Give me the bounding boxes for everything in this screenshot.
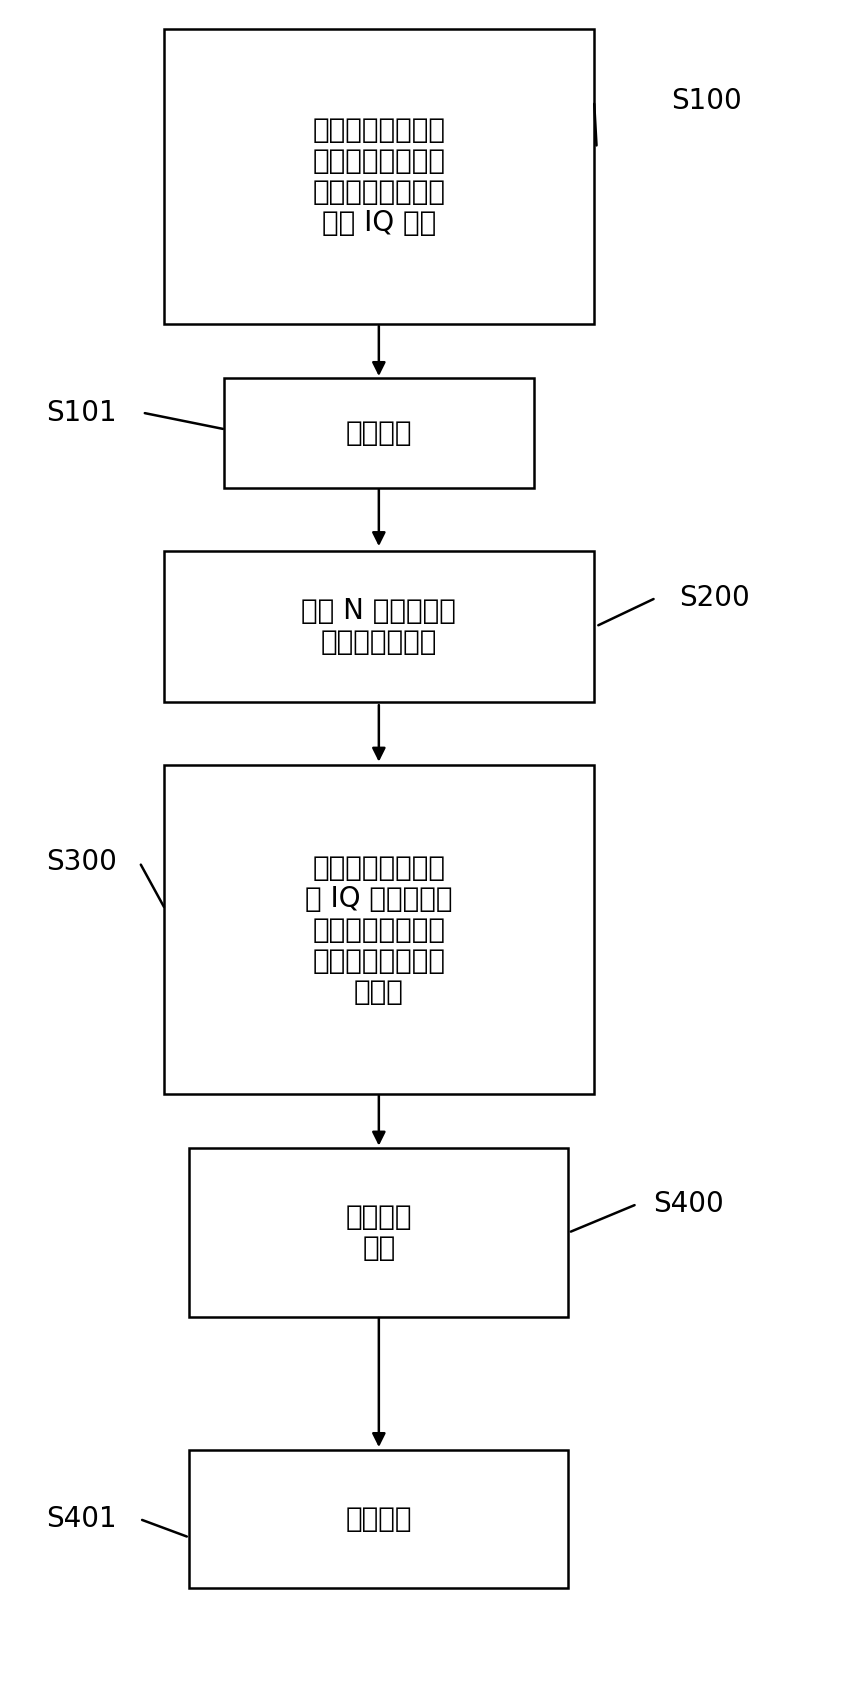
Bar	[189, 1148, 568, 1317]
Text: 低通滤波: 低通滤波	[345, 419, 412, 446]
Bar	[189, 1450, 568, 1588]
Text: 离散 IQ 信号: 离散 IQ 信号	[322, 209, 436, 237]
Bar	[164, 30, 594, 323]
Text: 域信号: 域信号	[354, 978, 404, 1005]
Bar	[164, 551, 594, 702]
Bar	[164, 765, 594, 1095]
Text: 管中的反馈射频信: 管中的反馈射频信	[313, 147, 445, 175]
Text: 接收采集自被测血: 接收采集自被测血	[313, 116, 445, 145]
Text: S101: S101	[46, 399, 117, 426]
Text: S100: S100	[671, 88, 741, 115]
Bar	[224, 377, 534, 488]
Text: 计算频谱: 计算频谱	[345, 1202, 412, 1231]
Text: 将每个子采样门中: 将每个子采样门中	[313, 854, 445, 881]
Text: 的 IQ 信号进行时: 的 IQ 信号进行时	[305, 884, 453, 913]
Text: 频域复合: 频域复合	[345, 1505, 412, 1532]
Text: S300: S300	[46, 849, 117, 876]
Text: 间域复合、壁滤波: 间域复合、壁滤波	[313, 916, 445, 943]
Text: 号，并将其转换为: 号，并将其转换为	[313, 179, 445, 207]
Text: S400: S400	[653, 1191, 724, 1218]
Text: 器滤波后转换为频: 器滤波后转换为频	[313, 946, 445, 975]
Text: S200: S200	[679, 584, 750, 611]
Text: S401: S401	[46, 1505, 117, 1532]
Text: 进行子采样划分: 进行子采样划分	[320, 628, 437, 657]
Text: 强度: 强度	[362, 1234, 395, 1263]
Text: 通过 N 个子采样门: 通过 N 个子采样门	[301, 596, 456, 625]
